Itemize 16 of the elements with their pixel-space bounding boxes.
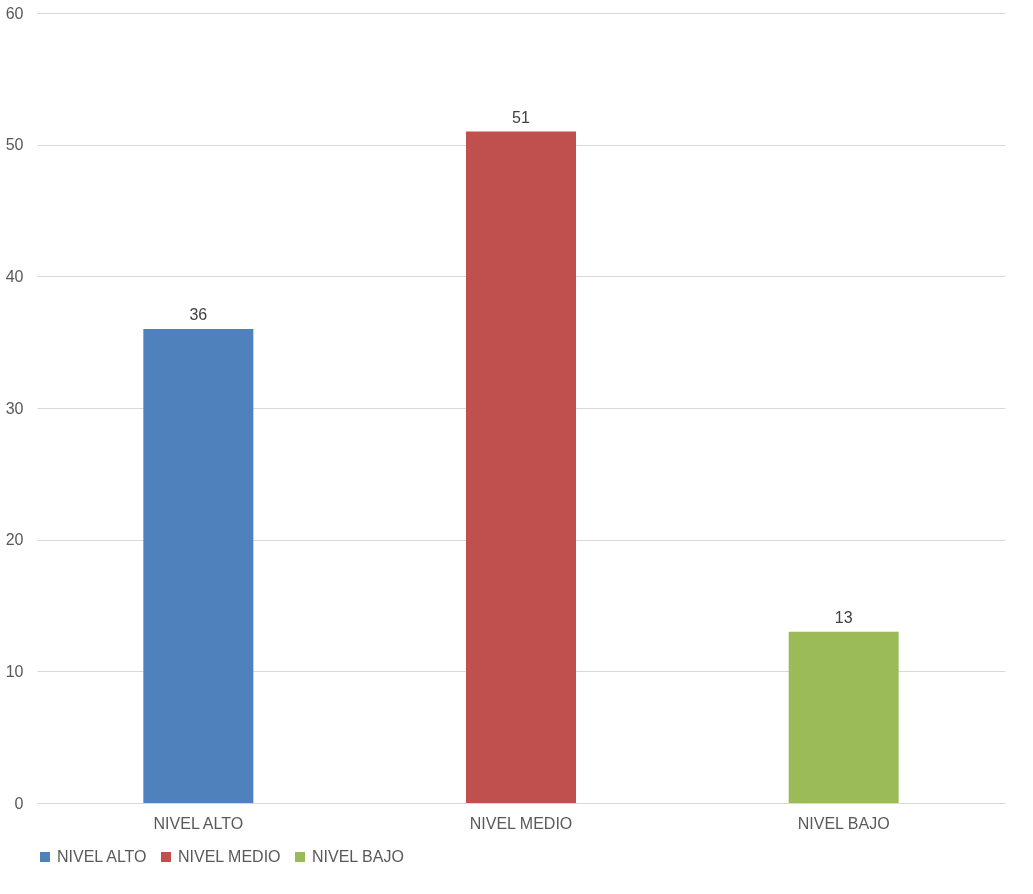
legend-label: NIVEL BAJO (312, 848, 404, 865)
x-tick-label: NIVEL MEDIO (469, 814, 573, 832)
legend-label: NIVEL MEDIO (178, 848, 281, 865)
y-tick-label: 30 (5, 399, 24, 417)
y-tick-label: 60 (5, 4, 24, 22)
y-tick-label: 40 (5, 267, 24, 285)
data-label: 13 (834, 608, 853, 626)
data-label: 36 (189, 306, 208, 323)
x-tick-label: NIVEL BAJO (797, 814, 890, 832)
data-label: 51 (512, 108, 530, 126)
y-tick-label: 10 (5, 662, 24, 680)
y-tick-label: 50 (5, 136, 24, 154)
y-tick-label: 20 (5, 531, 24, 549)
x-tick-label: NIVEL ALTO (153, 814, 244, 832)
y-tick-label: 0 (14, 794, 24, 812)
legend-label: NIVEL ALTO (57, 848, 147, 865)
